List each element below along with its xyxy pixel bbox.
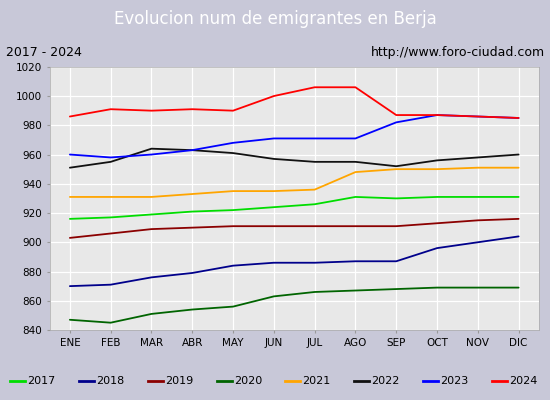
Text: 2021: 2021 <box>302 376 331 386</box>
Text: 2020: 2020 <box>234 376 262 386</box>
Text: 2022: 2022 <box>371 376 400 386</box>
Text: 2019: 2019 <box>165 376 193 386</box>
Text: 2017 - 2024: 2017 - 2024 <box>6 46 81 59</box>
Text: 2018: 2018 <box>96 376 124 386</box>
Text: 2017: 2017 <box>28 376 56 386</box>
Text: Evolucion num de emigrantes en Berja: Evolucion num de emigrantes en Berja <box>114 10 436 28</box>
Text: 2023: 2023 <box>440 376 468 386</box>
Text: 2024: 2024 <box>509 376 537 386</box>
Text: http://www.foro-ciudad.com: http://www.foro-ciudad.com <box>370 46 544 59</box>
